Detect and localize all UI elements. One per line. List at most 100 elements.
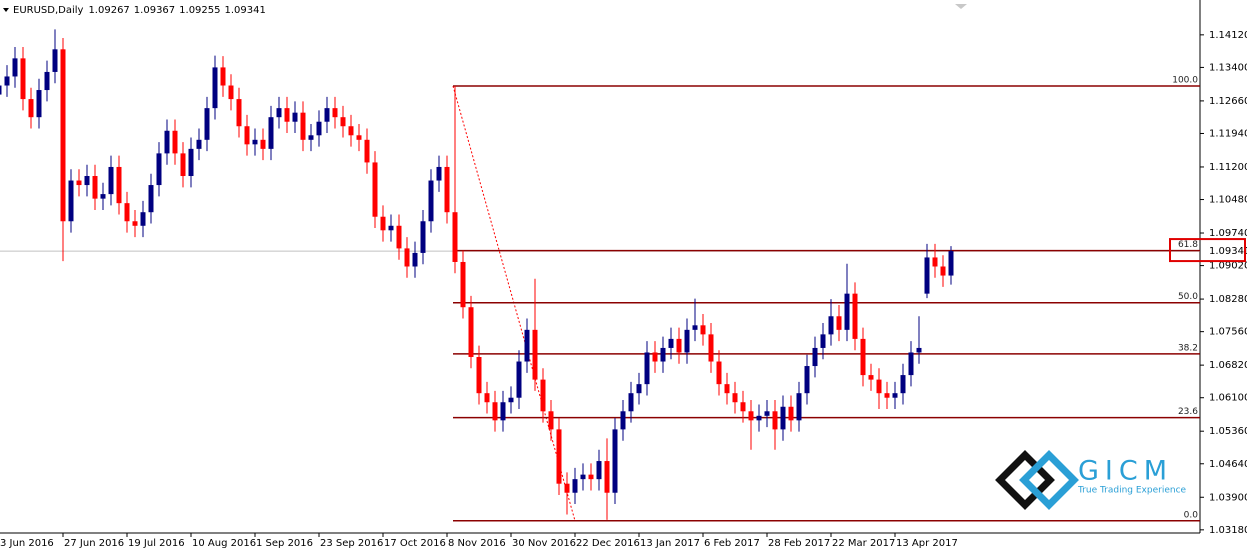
candle-body [900,375,906,394]
x-tick-label: 1 Sep 2016 [256,538,313,549]
candle-body [580,474,586,480]
x-tick-label: 8 Nov 2016 [448,538,506,549]
candle-body [324,108,330,122]
candle-body [820,334,826,348]
candle-body [588,474,594,480]
candle-body [636,384,642,394]
header-arrow [3,8,9,12]
candle-body [196,139,202,149]
candle-body [652,352,658,362]
candle-body [740,402,746,412]
candle-body [12,58,18,77]
candle-body [452,212,458,262]
candle-body [724,384,730,394]
y-tick-label: 1.06100 [1209,393,1247,404]
candle-body [380,216,386,231]
candle-body [524,329,530,362]
candle-body [180,153,186,177]
x-tick-label: 13 Jan 2017 [640,538,700,549]
header: EURUSD,Daily 1.09267 1.09367 1.09255 1.09341 [3,5,266,16]
fib-label: 0.0 [1184,510,1199,520]
x-tick-label: 10 Aug 2016 [192,538,256,549]
candle-body [668,338,674,348]
fibonacci: 100.0 61.8 50.0 38.2 23.6 0.0 [452,75,1200,522]
candle-body [460,261,466,308]
candle-body [860,338,866,376]
highlight [1169,238,1246,263]
y-tick-label: 1.14120 [1209,30,1247,41]
symbol: EURUSD,Daily [13,5,84,16]
x-tick-label: 22 Dec 2016 [576,538,640,549]
candle-body [412,252,418,267]
y-tick-label: 1.10480 [1209,195,1247,206]
candle-body [108,166,114,195]
logo-diamond [1019,450,1079,510]
candle-body [164,130,170,154]
candle-body [36,90,42,118]
candle-body [924,257,930,294]
candle-body [92,176,98,199]
candle-body [404,248,410,267]
fib-label: 50.0 [1178,292,1198,302]
candle-body [788,406,794,421]
candle-body [948,251,954,276]
candle-body [388,225,394,231]
logo-diamond [995,450,1055,510]
candle-body [188,148,194,177]
candle-body [508,397,514,403]
candle-body [828,316,834,335]
price-label: 1.09341 [1209,246,1247,257]
candle-body [84,176,90,186]
candle-body [156,153,162,186]
candle-body [540,379,546,412]
logo-title: GICM [1078,456,1173,487]
candle-body [396,225,402,249]
candle-body [700,325,706,335]
candle-body [212,67,218,109]
candle-body [124,203,130,222]
shift-marker [955,4,967,9]
x-tick-label: 17 Oct 2016 [384,538,446,549]
candle-body [748,411,754,421]
logo: GICM True Trading Experience [995,450,1187,510]
candle-body [932,257,938,267]
candle-body [340,117,346,127]
candle-body [148,185,154,213]
y-tick-label: 1.09020 [1209,261,1247,272]
price-tag [1201,245,1245,258]
candle-body [52,49,58,72]
candle-body [172,130,178,154]
candle-body [764,411,770,416]
candle-body [612,429,618,493]
candle-body [772,411,778,430]
quote: 1.09267 [88,5,129,16]
candle-body [644,352,650,385]
x-tick-label: 30 Nov 2016 [512,538,576,549]
candle-body [556,429,562,484]
x-tick-label: 28 Feb 2017 [768,538,830,549]
candle-body [244,126,250,145]
candle-body [532,329,538,380]
candle-body [500,402,506,421]
candle-body [364,139,370,163]
candle-body [876,379,882,394]
candle-body [516,361,522,398]
candle-body [44,71,50,91]
candle-body [436,166,442,181]
quote: 1.09341 [225,5,266,16]
candle-body [236,99,242,127]
logo-tagline: True Trading Experience [1077,486,1187,496]
quote: 1.09367 [134,5,175,16]
candle-body [572,479,578,493]
candle-body [260,139,266,149]
candle-body [868,375,874,380]
candle-body [916,347,922,353]
candle-body [100,194,106,199]
candle-body [844,293,850,330]
candle-body [132,221,138,226]
candle-body [228,85,234,100]
x-tick-label: 13 Apr 2017 [896,538,958,549]
